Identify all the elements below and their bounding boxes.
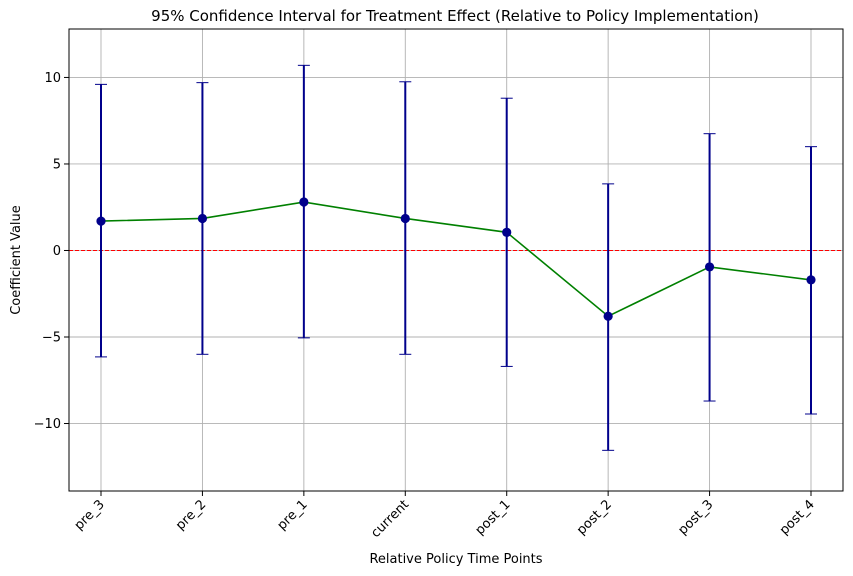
y-tick-label: −5 xyxy=(42,331,61,346)
data-point xyxy=(704,262,715,272)
plot-frame xyxy=(68,28,844,492)
series-line xyxy=(100,201,812,318)
series-line-group xyxy=(100,201,812,318)
data-point xyxy=(502,227,512,237)
data-point xyxy=(299,197,309,207)
y-tick-label: 0 xyxy=(53,244,61,259)
y-axis-label: Coefficient Value xyxy=(9,205,24,315)
x-axis-label: Relative Policy Time Points xyxy=(369,552,542,567)
data-point xyxy=(96,216,106,226)
data-point xyxy=(806,275,816,285)
markers xyxy=(96,197,816,321)
data-point xyxy=(400,213,410,224)
y-tick-label: 5 xyxy=(53,157,61,172)
data-point xyxy=(603,311,613,321)
plot-area xyxy=(69,29,843,491)
y-tick-label: −10 xyxy=(34,417,61,432)
data-point xyxy=(197,213,208,224)
y-tick-label: 10 xyxy=(44,71,61,86)
chart-title: 95% Confidence Interval for Treatment Ef… xyxy=(151,7,759,25)
